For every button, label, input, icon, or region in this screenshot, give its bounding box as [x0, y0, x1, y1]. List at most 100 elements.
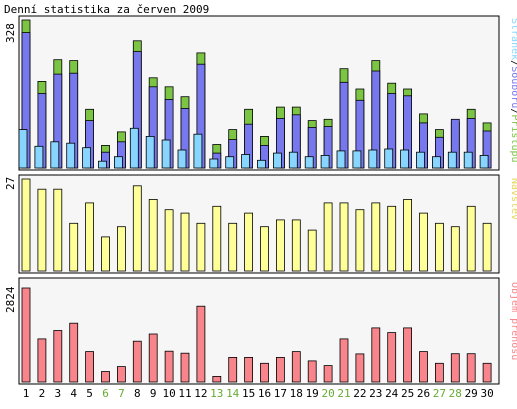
pages-bar — [352, 150, 362, 169]
kbytes-bar — [180, 352, 190, 383]
day-label: 23 — [369, 387, 382, 400]
day-label: 9 — [150, 387, 157, 400]
visits-bar — [450, 226, 460, 272]
visits-bar — [434, 222, 444, 272]
pages-bar — [225, 156, 235, 169]
legend-sep-2: / — [509, 108, 517, 114]
visits-bar — [85, 202, 94, 272]
visits-bar — [164, 209, 174, 272]
kbytes-bar — [466, 353, 476, 383]
visits-bars — [21, 178, 492, 272]
kbytes-bar — [228, 356, 238, 383]
visits-bar — [466, 205, 476, 272]
pages-bar — [463, 151, 473, 169]
kbytes-bar — [307, 360, 317, 383]
day-label: 30 — [480, 387, 493, 400]
day-label: 5 — [86, 387, 93, 400]
day-label: 11 — [178, 387, 191, 400]
kbytes-bar — [69, 322, 79, 383]
visits-bar — [148, 198, 158, 272]
visits-bar — [101, 236, 110, 272]
visits-bar — [371, 202, 381, 272]
visits-bar — [307, 229, 317, 272]
day-label: 28 — [449, 387, 462, 400]
pages-bar — [18, 129, 28, 169]
pages-bar — [98, 160, 107, 169]
visits-bar — [228, 222, 238, 272]
visits-panel — [18, 174, 500, 274]
pages-bar — [400, 149, 410, 169]
day-label: 24 — [385, 387, 399, 400]
kbytes-bar — [244, 356, 254, 383]
day-label: 6 — [102, 387, 109, 400]
pages-bar — [272, 152, 282, 169]
kbytes-bar — [196, 305, 206, 383]
pages-bar — [336, 150, 346, 169]
kbytes-bar — [355, 353, 365, 383]
kbytes-bar — [85, 351, 94, 383]
day-label: 3 — [54, 387, 61, 400]
day-label: 22 — [353, 387, 366, 400]
day-label: 1 — [23, 387, 30, 400]
kbytes-legend: Objem přenosu — [509, 282, 517, 360]
day-label: 18 — [290, 387, 303, 400]
pages-bar — [479, 154, 489, 169]
pages-bar — [304, 156, 314, 169]
day-label: 12 — [194, 387, 207, 400]
kbytes-bar — [275, 356, 285, 383]
kbytes-bar — [21, 287, 31, 383]
pages-bar — [288, 151, 298, 169]
day-label: 7 — [118, 387, 125, 400]
day-label: 13 — [210, 387, 223, 400]
visits-bar — [196, 222, 206, 272]
pages-bar — [209, 158, 219, 169]
visits-bar — [482, 222, 492, 272]
pages-bar — [145, 135, 155, 169]
pages-bar — [416, 151, 425, 169]
legend-files: Souborů — [509, 66, 517, 108]
kbytes-bar — [323, 365, 333, 383]
pages-bar — [161, 139, 171, 169]
kbytes-bar — [148, 333, 158, 383]
pages-bar — [384, 148, 394, 169]
visits-bar — [355, 209, 365, 272]
kbytes-bar — [291, 351, 301, 383]
visits-bar — [132, 185, 142, 272]
day-label: 21 — [337, 387, 350, 400]
visits-bar — [180, 212, 190, 272]
kbytes-panel — [18, 277, 500, 385]
visits-bar — [244, 212, 254, 272]
pages-bar — [447, 151, 457, 169]
chart-title: Denní statistika za červen 2009 — [4, 3, 209, 16]
pages-bar — [82, 147, 91, 169]
day-label: 20 — [321, 387, 334, 400]
visits-bar — [260, 226, 269, 272]
day-label: 29 — [465, 387, 478, 400]
kbytes-bar — [101, 371, 110, 383]
kbytes-bar — [164, 350, 174, 383]
day-label: 17 — [274, 387, 287, 400]
visits-bar — [291, 219, 301, 272]
visits-bar — [275, 219, 285, 272]
kbytes-bars — [21, 287, 492, 383]
day-label: 4 — [70, 387, 77, 400]
pages-bar — [129, 127, 139, 169]
kbytes-bar — [117, 366, 126, 383]
kbytes-bar — [132, 340, 142, 383]
day-label: 2 — [39, 387, 46, 400]
visits-legend: Návštěv — [509, 178, 517, 220]
hits-legend: Stránek/Souborů/Přístupů — [509, 18, 517, 163]
kbytes-bar — [260, 362, 269, 383]
visits-bar — [419, 212, 428, 272]
day-label: 26 — [417, 387, 430, 400]
legend-sep-1: / — [509, 60, 517, 66]
visits-bar — [387, 205, 397, 272]
visits-bar — [69, 222, 79, 272]
day-label: 8 — [134, 387, 141, 400]
kbytes-bar — [434, 362, 444, 383]
visits-bar — [37, 188, 47, 272]
day-label: 16 — [258, 387, 271, 400]
day-label: 19 — [306, 387, 319, 400]
